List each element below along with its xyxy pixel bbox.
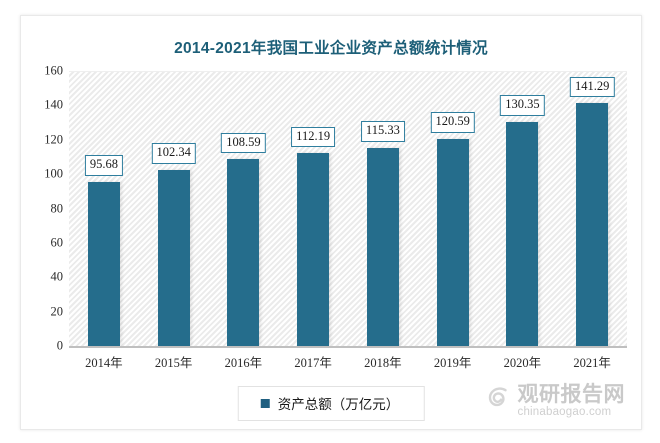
watermark-brand: 观研报告网 xyxy=(517,383,625,407)
x-axis-tick-label: 2014年 xyxy=(85,356,123,370)
plot-area-wrapper: 95.68 102.34 108.59 112.19 115.33 120.59 130.3… xyxy=(69,71,627,346)
bar-slot: 141.29 xyxy=(557,71,627,346)
bar-value-label: 141.29 xyxy=(569,76,615,98)
bar-slot: 115.33 xyxy=(348,71,418,346)
bar-value-label: 130.35 xyxy=(500,95,545,116)
watermark-text: 观研报告网 chinabaogao.com xyxy=(518,384,626,419)
watermark: 观研报告网 chinabaogao.com xyxy=(483,384,626,419)
watermark-url: chinabaogao.com xyxy=(517,406,612,419)
bar[interactable] xyxy=(227,159,260,346)
bar-slot: 112.19 xyxy=(278,71,348,346)
bar-slot: 102.34 xyxy=(139,71,209,346)
x-axis-line xyxy=(69,346,627,348)
x-axis-tick-label: 2021年 xyxy=(573,356,611,370)
bar[interactable] xyxy=(366,147,399,346)
spiral-logo-icon xyxy=(483,384,513,419)
bar[interactable] xyxy=(576,103,609,346)
x-axis-tick-label: 2017年 xyxy=(294,356,332,370)
x-axis: 2014年 2015年 2016年 2017年 2018年 2019年 2020年 2021年 xyxy=(69,352,627,376)
chart-title: 2014-2021年我国工业企业资产总额统计情况 xyxy=(174,40,488,57)
x-axis-tick-label: 2018年 xyxy=(364,356,402,370)
bar-value-label: 102.34 xyxy=(151,143,196,165)
bar[interactable] xyxy=(436,138,469,346)
y-axis-tick-label: 120 xyxy=(44,132,63,147)
bar[interactable] xyxy=(157,170,190,346)
bar-slot: 95.68 xyxy=(69,71,139,346)
bar[interactable] xyxy=(506,121,539,346)
x-axis-tick-label: 2020年 xyxy=(503,356,542,370)
bar-slot: 120.59 xyxy=(418,71,488,346)
bar-slot: 108.59 xyxy=(209,71,279,346)
y-axis-tick-label: 60 xyxy=(50,235,64,250)
x-axis-tick-label: 2015年 xyxy=(154,356,193,370)
y-axis-tick-label: 160 xyxy=(44,63,63,78)
y-axis-tick-label: 140 xyxy=(44,97,63,112)
x-axis-tick-label: 2019年 xyxy=(433,356,472,370)
legend-label: 资产总额（万亿元） xyxy=(277,397,400,412)
y-axis-tick-label: 40 xyxy=(50,269,64,284)
chart-legend[interactable]: 资产总额（万亿元） xyxy=(237,386,425,421)
bar[interactable] xyxy=(87,181,120,346)
bar[interactable] xyxy=(297,153,330,346)
legend-swatch-icon xyxy=(260,398,270,408)
bar-value-label: 108.59 xyxy=(221,132,266,154)
y-axis-tick-label: 20 xyxy=(50,304,64,319)
bar-slot: 130.35 xyxy=(488,71,558,346)
bar-value-label: 115.33 xyxy=(360,121,405,142)
bar-value-label: 95.68 xyxy=(84,154,123,176)
bar-value-label: 112.19 xyxy=(291,126,336,148)
y-axis-tick-label: 100 xyxy=(44,166,63,181)
chart-card: 2014-2021年我国工业企业资产总额统计情况 0 20 40 60 80 100 120… xyxy=(20,15,642,430)
bar-value-label: 120.59 xyxy=(430,112,475,133)
y-axis-tick-label: 80 xyxy=(50,201,64,215)
x-axis-tick-label: 2016年 xyxy=(224,356,263,370)
bar-series: 95.68 102.34 108.59 112.19 115.33 120.59 130.3… xyxy=(69,71,627,346)
y-axis-tick-label: 0 xyxy=(56,338,63,353)
y-axis: 0 20 40 60 80 100 120 140 160 xyxy=(21,64,64,353)
